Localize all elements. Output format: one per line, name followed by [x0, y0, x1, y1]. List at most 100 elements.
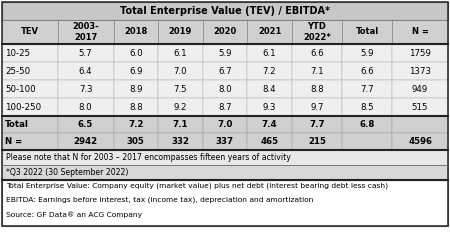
Bar — [292, 44, 342, 62]
Bar — [2, 62, 58, 80]
Bar — [113, 44, 158, 62]
Text: 515: 515 — [412, 102, 428, 111]
Bar — [2, 2, 448, 20]
Text: 2019: 2019 — [169, 27, 192, 36]
Bar — [342, 80, 392, 98]
Bar — [202, 20, 248, 44]
Text: 7.5: 7.5 — [174, 85, 187, 94]
Bar — [158, 116, 202, 133]
Bar — [58, 98, 113, 116]
Bar — [392, 116, 448, 133]
Bar — [292, 80, 342, 98]
Text: EBITDA: Earnings before interest, tax (income tax), depreciation and amortizatio: EBITDA: Earnings before interest, tax (i… — [6, 197, 313, 203]
Bar — [113, 98, 158, 116]
Text: 6.6: 6.6 — [360, 67, 374, 75]
Bar — [202, 133, 248, 150]
Text: 5.7: 5.7 — [79, 48, 92, 58]
Bar — [2, 165, 448, 180]
Text: 7.0: 7.0 — [174, 67, 187, 75]
Bar — [113, 20, 158, 44]
Bar — [248, 98, 292, 116]
Text: 6.4: 6.4 — [79, 67, 92, 75]
Text: 332: 332 — [171, 137, 189, 146]
Bar — [292, 62, 342, 80]
Text: 4596: 4596 — [408, 137, 432, 146]
Bar — [248, 20, 292, 44]
Text: 7.3: 7.3 — [79, 85, 92, 94]
Bar — [158, 20, 202, 44]
Bar — [292, 133, 342, 150]
Text: 5.9: 5.9 — [360, 48, 374, 58]
Bar — [342, 20, 392, 44]
Text: 7.1: 7.1 — [173, 120, 188, 129]
Bar — [202, 62, 248, 80]
Text: 465: 465 — [261, 137, 279, 146]
Bar — [2, 180, 448, 226]
Text: 8.0: 8.0 — [79, 102, 92, 111]
Text: 6.8: 6.8 — [360, 120, 375, 129]
Text: 8.8: 8.8 — [129, 102, 143, 111]
Text: Total Enterprise Value (TEV) / EBITDA*: Total Enterprise Value (TEV) / EBITDA* — [120, 6, 330, 16]
Bar — [58, 80, 113, 98]
Bar — [158, 98, 202, 116]
Bar — [158, 133, 202, 150]
Text: YTD
2022*: YTD 2022* — [303, 22, 331, 42]
Text: Source: GF Data® an ACG Company: Source: GF Data® an ACG Company — [6, 211, 142, 218]
Bar — [2, 44, 58, 62]
Bar — [158, 62, 202, 80]
Text: *Q3 2022 (30 September 2022): *Q3 2022 (30 September 2022) — [6, 168, 128, 177]
Text: 8.5: 8.5 — [360, 102, 374, 111]
Text: 6.6: 6.6 — [310, 48, 324, 58]
Bar — [342, 44, 392, 62]
Text: 7.0: 7.0 — [217, 120, 233, 129]
Text: Total: Total — [5, 120, 29, 129]
Bar — [292, 98, 342, 116]
Text: 9.3: 9.3 — [263, 102, 276, 111]
Text: 2003-
2017: 2003- 2017 — [72, 22, 99, 42]
Bar — [202, 80, 248, 98]
Bar — [202, 98, 248, 116]
Text: 6.1: 6.1 — [174, 48, 187, 58]
Text: Please note that N for 2003 – 2017 encompasses fifteen years of activity: Please note that N for 2003 – 2017 encom… — [6, 153, 291, 162]
Bar — [392, 98, 448, 116]
Text: 7.7: 7.7 — [309, 120, 325, 129]
Bar — [2, 133, 58, 150]
Text: N =: N = — [412, 27, 428, 36]
Bar — [2, 116, 58, 133]
Text: 9.7: 9.7 — [310, 102, 324, 111]
Text: 5.9: 5.9 — [218, 48, 232, 58]
Bar — [392, 80, 448, 98]
Bar — [113, 80, 158, 98]
Text: 6.9: 6.9 — [129, 67, 143, 75]
Text: 9.2: 9.2 — [174, 102, 187, 111]
Bar — [202, 116, 248, 133]
Text: 2020: 2020 — [213, 27, 237, 36]
Text: 1759: 1759 — [409, 48, 431, 58]
Bar — [392, 20, 448, 44]
Bar — [158, 80, 202, 98]
Text: 7.1: 7.1 — [310, 67, 324, 75]
Text: 215: 215 — [308, 137, 326, 146]
Text: 337: 337 — [216, 137, 234, 146]
Text: 949: 949 — [412, 85, 428, 94]
Bar — [58, 44, 113, 62]
Text: 6.5: 6.5 — [78, 120, 93, 129]
Text: 6.0: 6.0 — [129, 48, 143, 58]
Bar — [113, 116, 158, 133]
Bar — [58, 20, 113, 44]
Bar — [392, 44, 448, 62]
Text: 8.0: 8.0 — [218, 85, 232, 94]
Text: 8.4: 8.4 — [263, 85, 276, 94]
Text: 6.7: 6.7 — [218, 67, 232, 75]
Bar — [248, 133, 292, 150]
Bar — [392, 62, 448, 80]
Bar — [113, 62, 158, 80]
Text: 8.9: 8.9 — [129, 85, 143, 94]
Text: 2021: 2021 — [258, 27, 281, 36]
Bar — [342, 98, 392, 116]
Bar — [342, 116, 392, 133]
Bar — [58, 133, 113, 150]
Bar — [2, 98, 58, 116]
Bar — [392, 133, 448, 150]
Text: 7.2: 7.2 — [263, 67, 276, 75]
